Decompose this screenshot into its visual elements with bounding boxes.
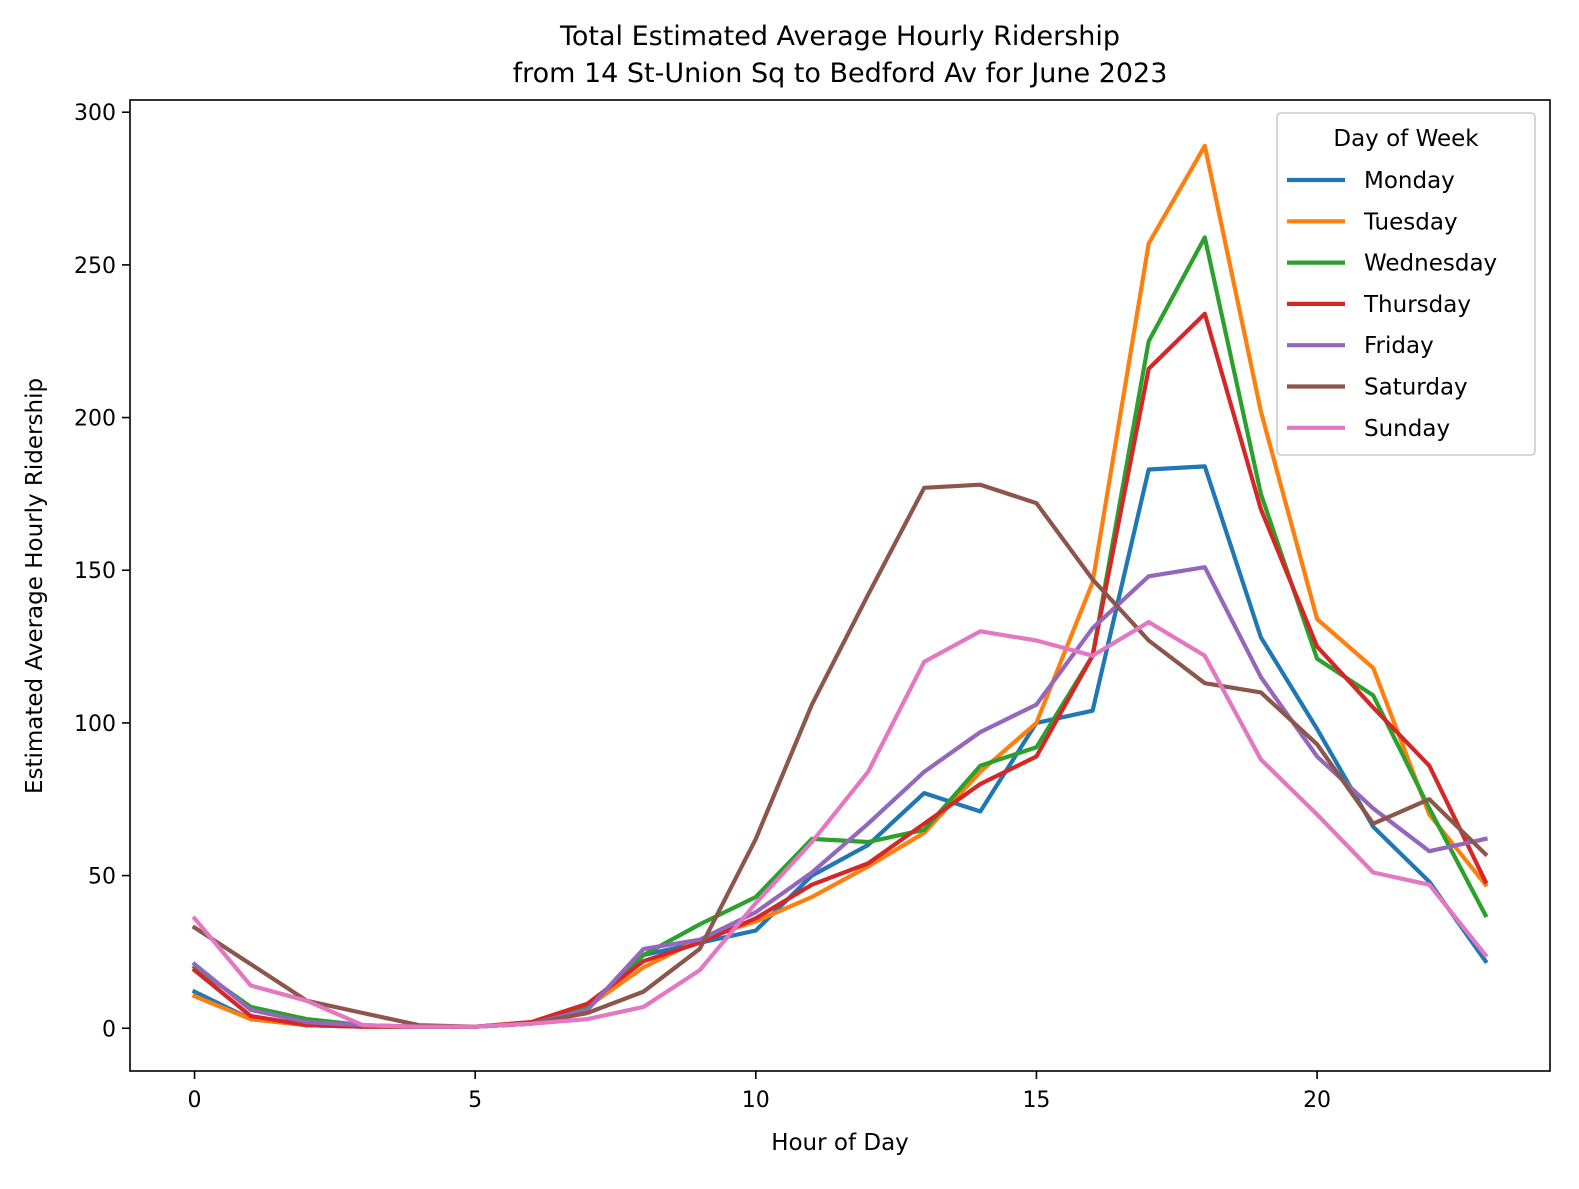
y-tick-label: 0 (102, 1017, 116, 1042)
plot-frame (129, 99, 1551, 1072)
legend-label-thursday: Thursday (1363, 292, 1471, 318)
chart-title-line-2: from 14 St-Union Sq to Bedford Av for Ju… (513, 58, 1168, 89)
legend-label-friday: Friday (1364, 333, 1434, 359)
x-tick-label: 10 (742, 1088, 770, 1113)
y-tick-label: 100 (74, 712, 116, 737)
legend-label-saturday: Saturday (1364, 375, 1468, 401)
y-tick-label: 300 (74, 101, 116, 126)
series-line-sunday (191, 619, 1489, 1029)
y-tick-label: 200 (74, 407, 116, 432)
x-axis-label: Hour of Day (771, 1130, 909, 1156)
series-line-monday (191, 464, 1489, 1029)
x-tick-label: 5 (468, 1088, 482, 1113)
series-line-friday (191, 565, 1489, 1029)
legend: Day of Week Monday Tuesday Wednesday Thursda… (1276, 112, 1536, 456)
legend-label-wednesday: Wednesday (1364, 251, 1497, 277)
series-line-saturday (191, 482, 1489, 1029)
legend-title: Day of Week (1333, 126, 1479, 152)
y-tick-label: 250 (74, 254, 116, 279)
y-tick-label: 50 (88, 865, 116, 890)
x-tick-label: 0 (188, 1088, 202, 1113)
legend-label-monday: Monday (1364, 168, 1455, 194)
legend-label-tuesday: Tuesday (1363, 209, 1458, 235)
chart-title-line-1: Total Estimated Average Hourly Ridership (559, 21, 1120, 52)
y-tick-label: 150 (74, 559, 116, 584)
y-axis-label: Estimated Average Hourly Ridership (22, 378, 48, 794)
series-layer (191, 143, 1489, 1029)
legend-box (1276, 112, 1536, 456)
legend-label-sunday: Sunday (1364, 416, 1450, 442)
x-tick-label: 15 (1022, 1088, 1050, 1113)
x-tick-label: 20 (1303, 1088, 1331, 1113)
